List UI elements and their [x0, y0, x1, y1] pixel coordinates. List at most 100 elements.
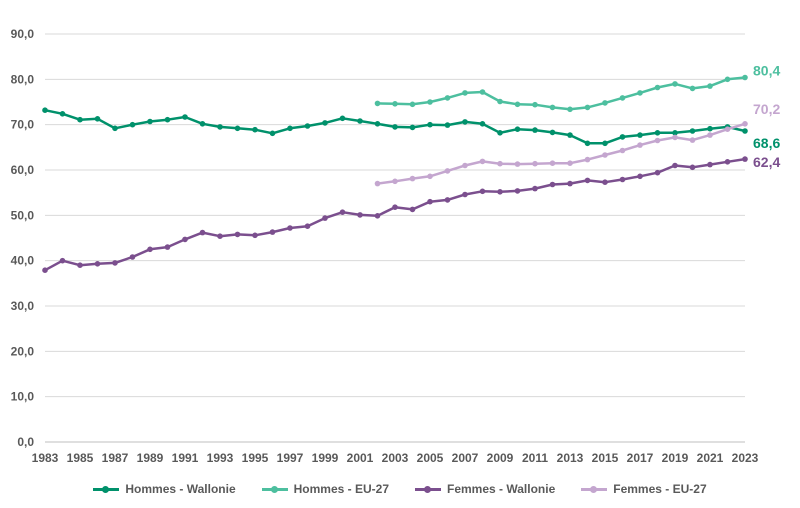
legend-item-femmes-eu27: Femmes - EU-27 — [581, 482, 707, 496]
data-point — [77, 262, 83, 269]
data-point — [602, 140, 608, 147]
data-point — [94, 261, 101, 267]
x-axis-ticks: 1983 1985 1987 1989 1991 1993 1995 1997 1999 2001… — [32, 451, 759, 465]
data-point — [392, 178, 398, 185]
data-point — [584, 104, 591, 111]
data-point — [724, 159, 731, 165]
data-point — [392, 204, 398, 210]
data-point — [374, 121, 381, 127]
data-point — [42, 107, 48, 113]
data-point — [479, 158, 486, 165]
data-point — [479, 89, 486, 95]
data-point — [532, 160, 538, 167]
data-point — [584, 156, 591, 163]
data-point — [742, 156, 748, 162]
data-point — [514, 161, 521, 167]
data-point — [707, 161, 713, 168]
x-tick-label: 2003 — [382, 451, 409, 465]
data-point — [444, 95, 451, 101]
data-point — [497, 160, 503, 167]
data-point — [164, 244, 171, 250]
data-point — [584, 140, 591, 147]
data-point — [287, 225, 293, 231]
data-point — [444, 168, 451, 174]
y-tick-label: 90,0 — [11, 27, 35, 41]
data-point — [304, 223, 311, 229]
data-point — [77, 116, 83, 123]
data-point — [637, 132, 643, 138]
data-point — [427, 121, 433, 128]
data-point — [182, 114, 188, 120]
data-point — [357, 118, 363, 124]
data-point — [724, 126, 731, 132]
data-point — [637, 142, 643, 148]
data-point — [269, 130, 276, 137]
data-point — [549, 160, 556, 166]
data-point — [462, 119, 468, 125]
end-value-label: 62,4 — [753, 154, 780, 170]
data-point — [182, 236, 188, 243]
end-value-label: 80,4 — [753, 63, 780, 79]
data-point — [497, 189, 503, 195]
data-point — [374, 213, 381, 219]
data-point — [549, 129, 556, 136]
data-point — [199, 121, 206, 127]
data-point — [514, 101, 521, 108]
x-tick-label: 1987 — [102, 451, 129, 465]
data-point — [532, 185, 538, 192]
data-point — [392, 124, 398, 130]
data-point — [549, 181, 556, 188]
series-3 — [374, 121, 748, 187]
data-point — [392, 101, 398, 107]
data-point — [567, 132, 573, 138]
data-point — [689, 128, 696, 134]
y-tick-label: 50,0 — [11, 208, 35, 222]
data-point — [94, 116, 101, 122]
data-point — [689, 137, 696, 143]
legend-label-hommes-wallonie: Hommes - Wallonie — [125, 482, 236, 496]
data-point — [409, 175, 416, 182]
x-tick-label: 1983 — [32, 451, 59, 465]
data-point — [164, 116, 171, 123]
series-line — [377, 76, 746, 111]
y-tick-label: 60,0 — [11, 163, 35, 177]
end-labels: 68,6 80,4 62,4 70,2 — [753, 63, 780, 171]
data-point — [444, 197, 451, 203]
legend-swatch-femmes-eu27 — [581, 485, 608, 493]
x-tick-label: 1985 — [67, 451, 94, 465]
legend-swatch-femmes-wallonie — [415, 485, 441, 493]
y-tick-label: 10,0 — [11, 390, 35, 404]
data-point — [479, 121, 486, 127]
legend-item-hommes-eu27: Hommes - EU-27 — [261, 482, 389, 496]
data-point — [742, 128, 748, 134]
data-point — [567, 106, 573, 113]
data-point — [112, 125, 118, 132]
data-point — [707, 132, 713, 138]
data-point — [269, 229, 276, 235]
data-point — [637, 173, 643, 180]
data-point — [357, 212, 363, 218]
series-1 — [374, 74, 748, 113]
data-point — [479, 188, 486, 195]
x-tick-label: 1995 — [242, 451, 269, 465]
data-point — [322, 215, 328, 221]
data-point — [532, 101, 538, 108]
series-2 — [42, 156, 748, 274]
data-point — [59, 111, 66, 117]
data-point — [112, 260, 118, 266]
data-point — [129, 121, 136, 128]
x-tick-label: 2011 — [522, 451, 548, 465]
y-tick-label: 0,0 — [17, 435, 34, 449]
x-tick-label: 1993 — [207, 451, 234, 465]
data-point — [602, 100, 608, 106]
data-point — [742, 74, 748, 81]
data-point — [707, 125, 713, 132]
x-tick-label: 2023 — [732, 451, 759, 465]
y-tick-label: 70,0 — [11, 118, 35, 132]
data-point — [42, 267, 48, 274]
x-tick-label: 1991 — [172, 451, 199, 465]
data-point — [514, 188, 521, 194]
end-value-label: 68,6 — [753, 135, 780, 151]
y-tick-label: 40,0 — [11, 254, 35, 268]
